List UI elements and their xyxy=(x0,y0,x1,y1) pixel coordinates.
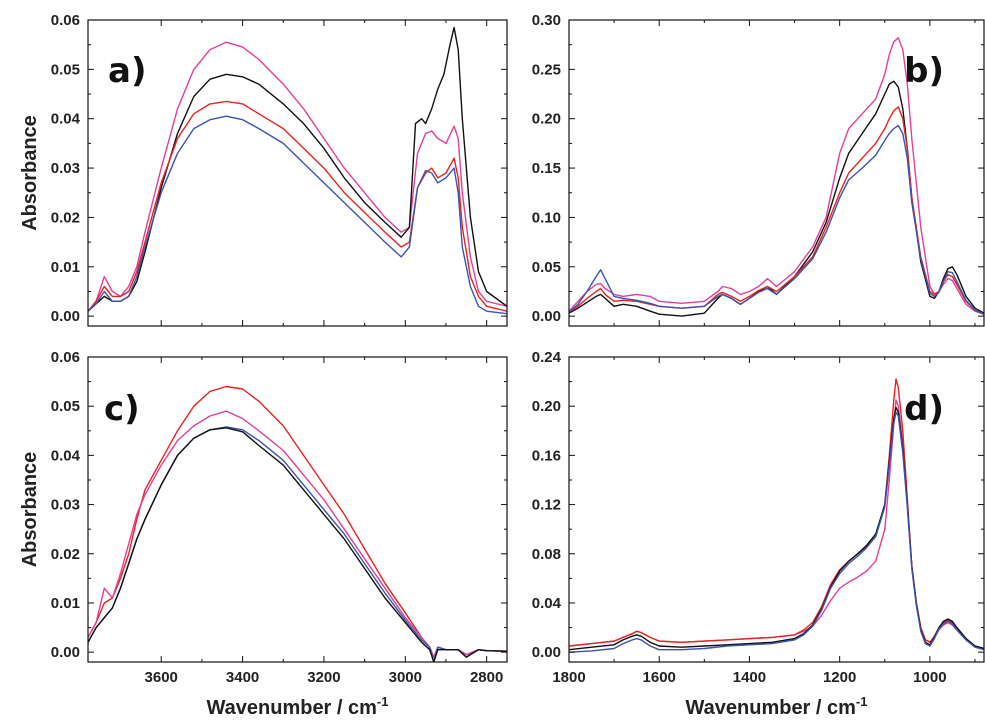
y-axis-title: Absorbance xyxy=(19,115,41,231)
y-tick-label: 0.12 xyxy=(532,497,561,514)
y-tick-label: 0.10 xyxy=(532,209,561,226)
series-line-4 xyxy=(88,115,507,315)
y-tick-label: 0.30 xyxy=(532,12,561,29)
y-tick-label: 0.05 xyxy=(532,259,561,276)
panel-label: a) xyxy=(108,51,146,91)
plot-frame xyxy=(87,19,508,327)
y-tick-label: 0.24 xyxy=(532,349,562,366)
series-line-3 xyxy=(569,106,984,315)
y-tick-label: 0.00 xyxy=(51,644,80,661)
x-tick-label: 3600 xyxy=(145,669,178,686)
y-tick-label: 0.01 xyxy=(51,259,80,276)
y-tick-label: 0.05 xyxy=(51,61,80,78)
x-axis-title: Wavenumber / cm-1 xyxy=(686,694,868,719)
y-tick-label: 0.03 xyxy=(51,497,80,514)
x-tick-label: 3000 xyxy=(389,669,422,686)
y-tick-label: 0.06 xyxy=(51,349,80,366)
panel-d: 0.00 0.04 0.08 0.12 0.16 0.20 0.24 1800 1600 1400… xyxy=(532,349,985,719)
y-tick-label: 0.04 xyxy=(51,111,81,128)
panel-a: 0.00 0.01 0.02 0.03 0.04 0.05 0.06 a) Absorbance xyxy=(19,12,508,327)
x-tick-label: 1800 xyxy=(552,669,585,686)
series-line-4 xyxy=(569,124,984,315)
y-tick-label: 0.00 xyxy=(51,308,80,325)
plot-frame xyxy=(568,19,985,327)
series-line-4 xyxy=(88,427,507,662)
series-line-2 xyxy=(569,80,984,317)
y-tick-label: 0.15 xyxy=(532,160,561,177)
y-tick-label: 0.16 xyxy=(532,447,561,464)
series-group xyxy=(88,385,507,662)
panel-c: 0.00 0.01 0.02 0.03 0.04 0.05 0.06 3600 3400 3200… xyxy=(19,349,508,719)
panel-label: d) xyxy=(904,389,944,429)
series-group xyxy=(569,378,984,653)
y-tick-label: 0.02 xyxy=(51,209,80,226)
y-tick-label: 0.00 xyxy=(532,644,561,661)
panel-label: b) xyxy=(904,51,944,91)
y-tick-label: 0.04 xyxy=(532,595,562,612)
series-line-2 xyxy=(88,410,507,658)
series-line-3 xyxy=(88,426,507,662)
series-line-3 xyxy=(569,406,984,651)
plot-frame xyxy=(568,356,985,663)
y-tick-label: 0.02 xyxy=(51,546,80,563)
y-tick-label: 0.25 xyxy=(532,61,561,78)
y-tick-label: 0.06 xyxy=(51,12,80,29)
y-tick-label: 0.20 xyxy=(532,398,561,415)
x-tick-label: 1200 xyxy=(823,669,856,686)
x-tick-label: 1000 xyxy=(913,669,946,686)
y-tick-label: 0.00 xyxy=(532,308,561,325)
y-tick-label: 0.01 xyxy=(51,595,80,612)
series-line-1 xyxy=(88,41,507,312)
y-axis-title: Absorbance xyxy=(19,452,41,568)
series-group xyxy=(88,26,507,315)
y-tick-label: 0.08 xyxy=(532,546,561,563)
x-tick-label: 3400 xyxy=(226,669,259,686)
y-tick-label: 0.04 xyxy=(51,447,81,464)
y-tick-label: 0.03 xyxy=(51,160,80,177)
y-tick-label: 0.05 xyxy=(51,398,80,415)
series-line-1 xyxy=(88,385,507,658)
x-tick-label: 2800 xyxy=(470,669,503,686)
series-line-1 xyxy=(569,399,984,650)
panel-b: 0.00 0.05 0.10 0.15 0.20 0.25 0.30 b) xyxy=(532,12,985,327)
series-line-2 xyxy=(88,26,507,312)
series-line-3 xyxy=(88,100,507,312)
y-tick-label: 0.20 xyxy=(532,111,561,128)
x-tick-label: 1600 xyxy=(643,669,676,686)
panel-label: c) xyxy=(104,389,140,429)
series-group xyxy=(569,37,984,317)
x-tick-label: 3200 xyxy=(307,669,340,686)
series-line-4 xyxy=(569,411,984,653)
plot-frame xyxy=(87,356,508,663)
x-tick-label: 1400 xyxy=(733,669,766,686)
x-axis-title: Wavenumber / cm-1 xyxy=(207,694,389,719)
